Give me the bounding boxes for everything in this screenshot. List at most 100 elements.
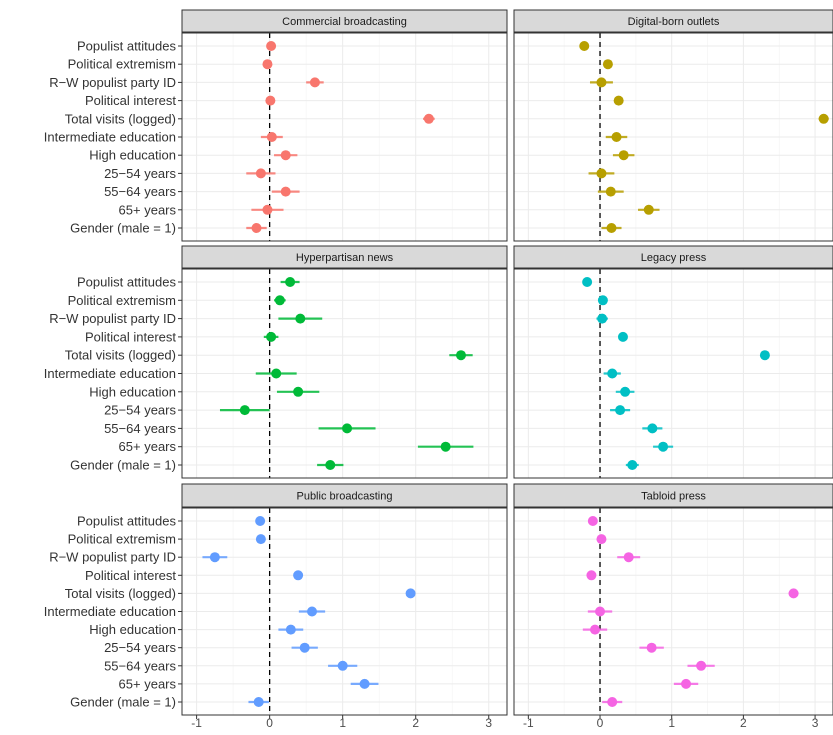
panel-border <box>513 268 833 479</box>
point-legacy-press-populist-attitudes <box>582 277 593 287</box>
x-tick-label: 3 <box>485 716 492 730</box>
point-commercial-broadcasting-high-education <box>280 150 291 161</box>
point-public-broadcasting-high-education <box>285 624 296 635</box>
point-public-broadcasting-populist-attitudes <box>255 516 266 526</box>
point-digital-born-outlets-political-extremism <box>602 59 613 70</box>
point-hyperpartisan-news-political-extremism <box>274 295 285 306</box>
panel-digital-born-outlets: Digital-born outlets <box>513 9 833 242</box>
point-tabloid-press-political-interest <box>586 570 597 581</box>
point-public-broadcasting-65-years <box>359 678 370 689</box>
panel-legacy-press: Legacy press <box>513 245 833 479</box>
y-tick-label-populist-attitudes: Populist attitudes <box>77 275 177 290</box>
y-tick-label-populist-attitudes: Populist attitudes <box>77 39 177 54</box>
point-commercial-broadcasting-25-54-years <box>255 168 266 179</box>
x-tick-label: 1 <box>668 716 675 730</box>
point-hyperpartisan-news-55-64-years <box>342 423 353 434</box>
point-digital-born-outlets-55-64-years <box>605 186 616 197</box>
strip-commercial-broadcasting <box>181 9 508 33</box>
point-legacy-press-25-54-years <box>615 405 626 416</box>
point-legacy-press-gender-male-1 <box>627 460 638 470</box>
point-tabloid-press-total-visits-logged <box>788 588 799 599</box>
x-tick-label: 0 <box>597 716 604 730</box>
y-tick-label-intermediate-education: Intermediate education <box>44 604 176 619</box>
y-tick-label-65-years: 65+ years <box>119 439 177 454</box>
strip-hyperpartisan-news <box>181 245 508 269</box>
y-tick-label-gender-male-1: Gender (male = 1) <box>70 695 176 710</box>
x-tick-label: 3 <box>812 716 819 730</box>
point-tabloid-press-25-54-years <box>646 642 657 653</box>
strip-title-legacy-press: Legacy press <box>641 252 707 264</box>
point-digital-born-outlets-total-visits-logged <box>818 113 829 124</box>
point-hyperpartisan-news-r-w-populist-party-id <box>295 313 306 324</box>
strip-legacy-press <box>513 245 833 269</box>
point-public-broadcasting-political-extremism <box>255 534 266 545</box>
point-digital-born-outlets-populist-attitudes <box>579 41 590 51</box>
y-tick-label-total-visits-logged: Total visits (logged) <box>65 586 176 601</box>
panel-public-broadcasting: Public broadcasting Populist attitudes Pol… <box>44 483 508 730</box>
panel-border <box>513 32 833 242</box>
point-tabloid-press-gender-male-1 <box>607 697 618 707</box>
x-tick-label: -1 <box>523 716 534 730</box>
y-tick-label-55-64-years: 55−64 years <box>104 184 176 199</box>
point-commercial-broadcasting-gender-male-1 <box>251 223 262 233</box>
point-commercial-broadcasting-total-visits-logged <box>423 113 434 124</box>
point-public-broadcasting-r-w-populist-party-id <box>209 552 220 563</box>
y-tick-label-high-education: High education <box>89 622 176 637</box>
panel-commercial-broadcasting: Commercial broadcasting Populist attitude… <box>44 9 508 242</box>
point-hyperpartisan-news-gender-male-1 <box>325 460 336 470</box>
strip-public-broadcasting <box>181 483 508 508</box>
y-tick-label-intermediate-education: Intermediate education <box>44 366 176 381</box>
point-legacy-press-total-visits-logged <box>759 350 770 361</box>
point-digital-born-outlets-65-years <box>643 204 654 215</box>
y-tick-label-total-visits-logged: Total visits (logged) <box>65 348 176 363</box>
point-tabloid-press-high-education <box>590 624 601 635</box>
point-tabloid-press-political-extremism <box>596 534 607 545</box>
point-digital-born-outlets-r-w-populist-party-id <box>596 77 607 88</box>
point-hyperpartisan-news-65-years <box>440 441 451 452</box>
point-legacy-press-intermediate-education <box>607 368 618 379</box>
point-hyperpartisan-news-high-education <box>293 386 304 397</box>
y-tick-label-55-64-years: 55−64 years <box>104 658 176 673</box>
panels-layer: Commercial broadcasting Populist attitude… <box>44 9 833 730</box>
point-hyperpartisan-news-political-interest <box>266 331 277 342</box>
strip-tabloid-press <box>513 483 833 508</box>
y-tick-label-political-interest: Political interest <box>85 93 176 108</box>
y-tick-label-65-years: 65+ years <box>119 202 177 217</box>
y-tick-label-25-54-years: 25−54 years <box>104 166 176 181</box>
point-legacy-press-political-extremism <box>597 295 608 306</box>
y-tick-label-high-education: High education <box>89 384 176 399</box>
point-digital-born-outlets-25-54-years <box>596 168 607 179</box>
point-commercial-broadcasting-populist-attitudes <box>266 41 277 51</box>
point-legacy-press-65-years <box>658 441 669 452</box>
point-tabloid-press-55-64-years <box>696 660 707 671</box>
point-commercial-broadcasting-political-extremism <box>262 59 273 70</box>
y-tick-label-55-64-years: 55−64 years <box>104 421 176 436</box>
y-tick-label-political-extremism: Political extremism <box>68 532 176 547</box>
point-tabloid-press-65-years <box>681 678 692 689</box>
strip-title-digital-born-outlets: Digital-born outlets <box>628 16 720 28</box>
strip-digital-born-outlets <box>513 9 833 33</box>
point-tabloid-press-intermediate-education <box>595 606 606 617</box>
point-hyperpartisan-news-intermediate-education <box>271 368 282 379</box>
y-tick-label-intermediate-education: Intermediate education <box>44 130 176 145</box>
point-commercial-broadcasting-r-w-populist-party-id <box>309 77 320 88</box>
y-tick-label-political-extremism: Political extremism <box>68 57 176 72</box>
point-public-broadcasting-55-64-years <box>337 660 348 671</box>
x-tick-label: 1 <box>339 716 346 730</box>
strip-title-commercial-broadcasting: Commercial broadcasting <box>282 16 407 28</box>
y-tick-label-25-54-years: 25−54 years <box>104 640 176 655</box>
point-hyperpartisan-news-total-visits-logged <box>455 350 466 361</box>
point-legacy-press-high-education <box>620 386 631 397</box>
x-tick-label: 0 <box>266 716 273 730</box>
x-tick-label: 2 <box>412 716 419 730</box>
point-digital-born-outlets-high-education <box>618 150 629 161</box>
y-tick-label-political-interest: Political interest <box>85 568 176 583</box>
y-tick-label-total-visits-logged: Total visits (logged) <box>65 111 176 126</box>
point-public-broadcasting-intermediate-education <box>307 606 317 617</box>
panel-hyperpartisan-news: Hyperpartisan news Populist attitudes Poli… <box>44 245 508 479</box>
point-public-broadcasting-gender-male-1 <box>253 697 264 707</box>
point-legacy-press-political-interest <box>617 331 628 342</box>
panel-tabloid-press: Tabloid press -1 0 1 2 3 <box>513 483 833 730</box>
x-tick-label: -1 <box>191 716 202 730</box>
